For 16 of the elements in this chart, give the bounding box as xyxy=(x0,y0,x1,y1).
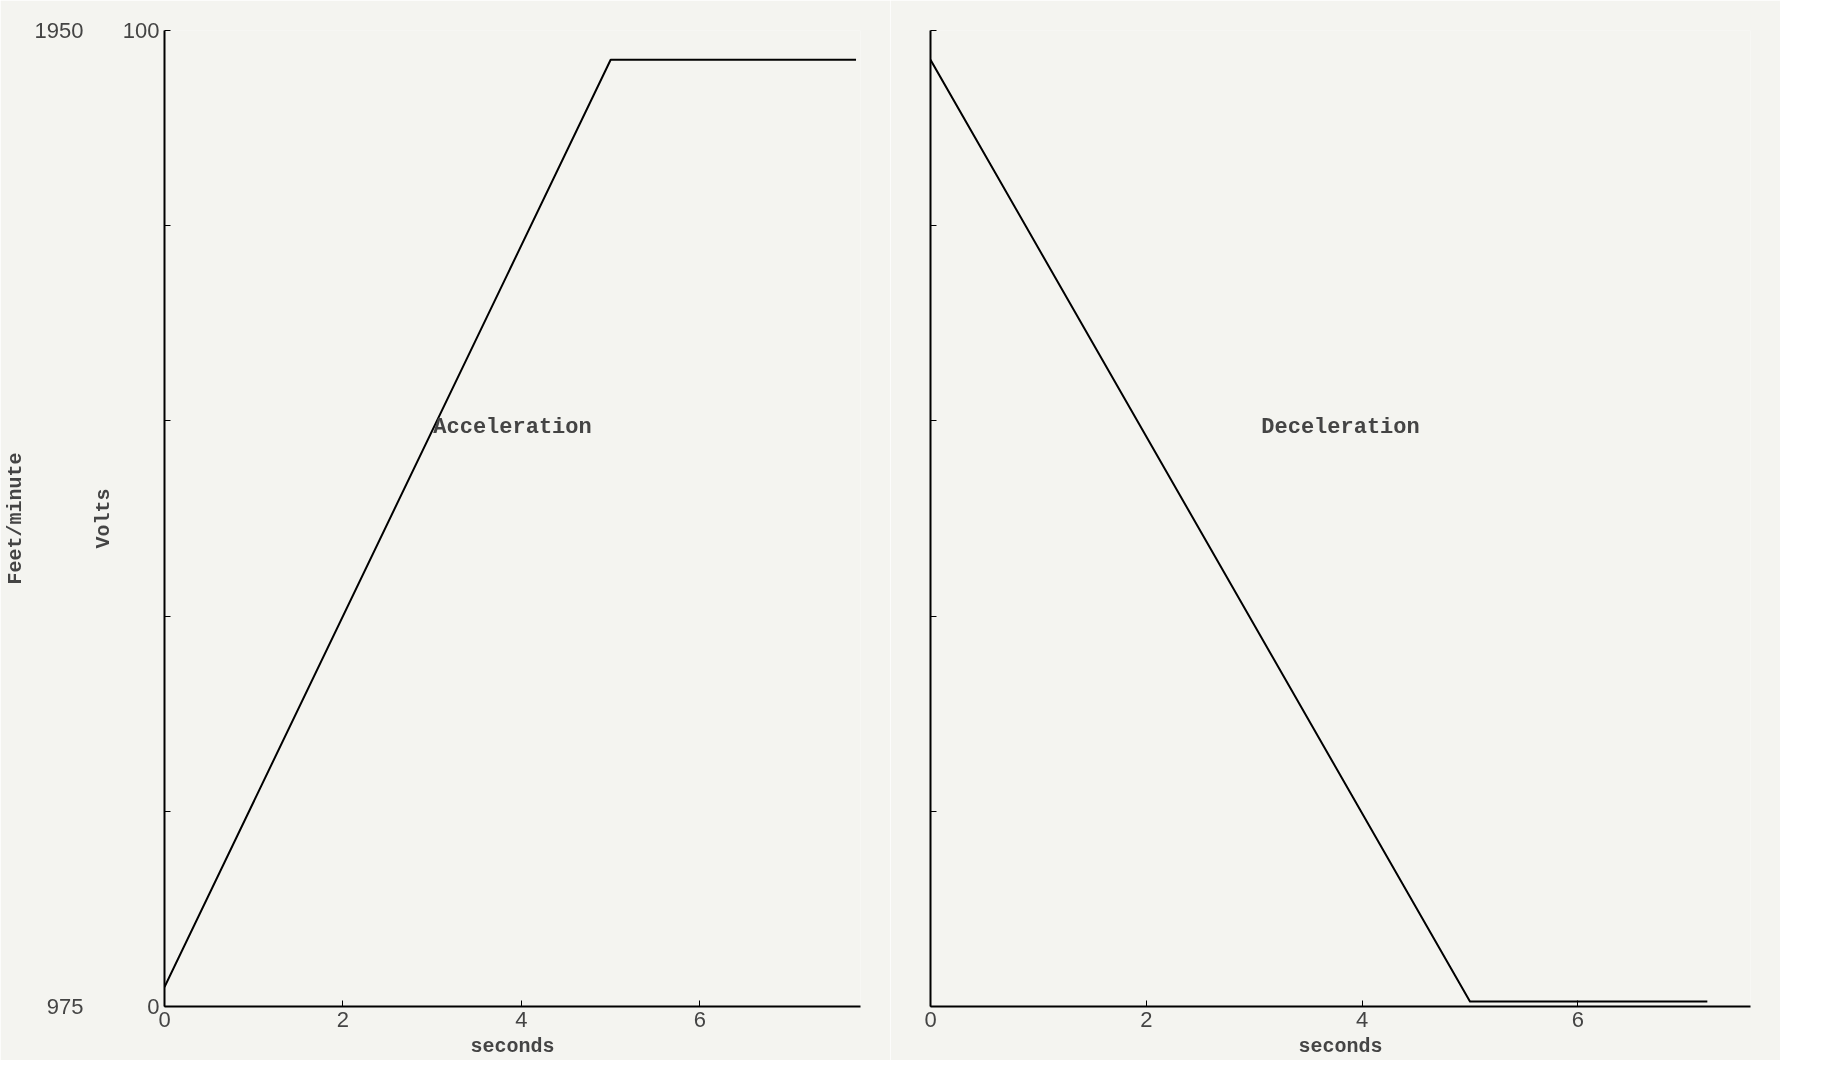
x-tick-label: 6 xyxy=(1571,1006,1584,1032)
x-tick-label: 2 xyxy=(1140,1006,1153,1032)
x-tick-label: 6 xyxy=(693,1006,707,1032)
y-axis-title: Volts xyxy=(91,488,115,549)
x-axis-title: seconds xyxy=(470,1034,555,1058)
y2-tick-label: 1950 xyxy=(34,18,84,43)
x-axis-title: seconds xyxy=(1298,1034,1383,1058)
x-tick-label: 4 xyxy=(1355,1006,1369,1032)
y2-tick-label: 975 xyxy=(46,994,84,1019)
y-tick-label: 100 xyxy=(122,18,160,43)
y2-axis-title: Feet/minute xyxy=(3,452,27,585)
x-tick-label: 2 xyxy=(336,1006,350,1032)
x-tick-label: 4 xyxy=(515,1006,528,1032)
annotation: Acceleration xyxy=(433,415,592,441)
x-tick-label: 0 xyxy=(924,1006,937,1032)
annotation: Deceleration xyxy=(1261,415,1420,441)
